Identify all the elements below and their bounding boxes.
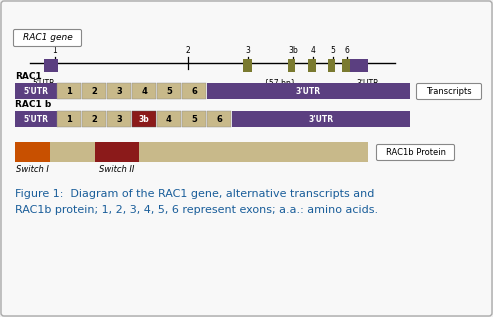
Bar bbox=[15, 142, 368, 162]
Bar bbox=[328, 59, 335, 72]
Bar bbox=[82, 83, 106, 99]
Text: RAC1b protein; 1, 2, 3, 4, 5, 6 represent exons; a.a.: amino acids.: RAC1b protein; 1, 2, 3, 4, 5, 6 represen… bbox=[15, 205, 378, 215]
Text: 6: 6 bbox=[191, 87, 197, 95]
Text: 3'UTR: 3'UTR bbox=[309, 114, 334, 124]
Bar bbox=[288, 59, 295, 72]
Text: RAC1: RAC1 bbox=[15, 72, 42, 81]
Text: 4: 4 bbox=[311, 46, 316, 55]
Bar bbox=[182, 111, 206, 127]
Text: 3b: 3b bbox=[139, 114, 149, 124]
Text: Figure 1:  Diagram of the RAC1 gene, alternative transcripts and: Figure 1: Diagram of the RAC1 gene, alte… bbox=[15, 189, 374, 199]
Text: 5: 5 bbox=[166, 87, 172, 95]
FancyBboxPatch shape bbox=[377, 145, 455, 160]
Bar bbox=[207, 83, 410, 99]
Text: 3: 3 bbox=[246, 46, 250, 55]
Text: RAC1 gene: RAC1 gene bbox=[23, 34, 72, 42]
Text: 5'UTR: 5'UTR bbox=[33, 79, 55, 88]
Bar bbox=[157, 111, 181, 127]
FancyBboxPatch shape bbox=[13, 29, 81, 47]
Bar bbox=[57, 111, 81, 127]
Bar bbox=[107, 83, 131, 99]
Text: {57 bp}: {57 bp} bbox=[264, 79, 296, 88]
Text: RAC1b Protein: RAC1b Protein bbox=[386, 148, 446, 157]
Bar bbox=[232, 111, 410, 127]
Text: 3b: 3b bbox=[288, 46, 298, 55]
Text: RAC1 b: RAC1 b bbox=[15, 100, 51, 109]
Text: 4: 4 bbox=[166, 114, 172, 124]
Bar bbox=[15, 142, 50, 162]
Text: 3: 3 bbox=[116, 114, 122, 124]
Bar bbox=[15, 111, 57, 127]
Bar bbox=[243, 59, 252, 72]
Text: 3: 3 bbox=[116, 87, 122, 95]
FancyBboxPatch shape bbox=[417, 83, 482, 100]
Text: 2: 2 bbox=[91, 114, 97, 124]
Bar bbox=[15, 83, 57, 99]
Text: 1: 1 bbox=[66, 87, 72, 95]
Text: 6: 6 bbox=[216, 114, 222, 124]
Text: 3'UTR: 3'UTR bbox=[357, 79, 379, 88]
Text: 1: 1 bbox=[53, 46, 57, 55]
Text: 19: 19 bbox=[112, 145, 122, 153]
Text: Transcripts: Transcripts bbox=[426, 87, 472, 96]
Text: 5: 5 bbox=[331, 46, 335, 55]
Bar bbox=[157, 83, 181, 99]
Text: Switch I: Switch I bbox=[16, 165, 49, 174]
Text: 6: 6 bbox=[345, 46, 350, 55]
Text: 4: 4 bbox=[141, 87, 147, 95]
Text: a.a.: a.a. bbox=[109, 152, 125, 160]
Bar bbox=[82, 111, 106, 127]
Bar bbox=[350, 59, 368, 72]
Text: 3'UTR: 3'UTR bbox=[296, 87, 321, 95]
Bar bbox=[107, 111, 131, 127]
Bar bbox=[44, 59, 58, 72]
Text: 5: 5 bbox=[191, 114, 197, 124]
Bar bbox=[95, 142, 139, 162]
Text: 2: 2 bbox=[186, 46, 190, 55]
Bar bbox=[182, 83, 206, 99]
Text: 1: 1 bbox=[66, 114, 72, 124]
Bar bbox=[132, 111, 156, 127]
Bar bbox=[132, 83, 156, 99]
Bar bbox=[207, 111, 231, 127]
Text: 5'UTR: 5'UTR bbox=[24, 114, 48, 124]
Text: 2: 2 bbox=[91, 87, 97, 95]
Text: 5'UTR: 5'UTR bbox=[24, 87, 48, 95]
Bar bbox=[342, 59, 350, 72]
Bar bbox=[308, 59, 316, 72]
Bar bbox=[57, 83, 81, 99]
Text: Switch II: Switch II bbox=[99, 165, 135, 174]
